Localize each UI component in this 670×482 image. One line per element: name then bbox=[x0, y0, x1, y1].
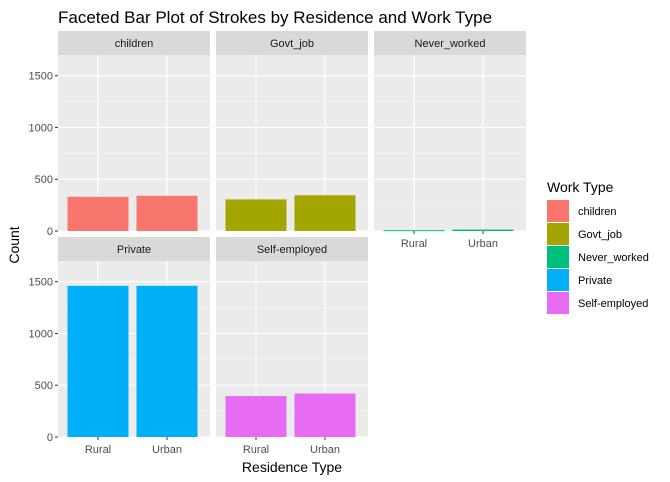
bar bbox=[294, 195, 356, 231]
facet-panels: children 0 500 1000 1500 Govt_job Never_worked… bbox=[29, 31, 526, 444]
legend-swatch bbox=[547, 200, 569, 222]
x-axis-ticks: Rural Urban Rural Urban Rural Urban bbox=[85, 231, 498, 456]
legend-label: children bbox=[578, 206, 617, 218]
bar bbox=[136, 195, 198, 231]
legend-swatch bbox=[547, 292, 569, 314]
legend-label: Govt_job bbox=[578, 229, 622, 241]
bar bbox=[294, 393, 356, 437]
facet-strip bbox=[216, 31, 368, 55]
bar bbox=[67, 285, 129, 437]
legend-swatch bbox=[547, 246, 569, 268]
x-tick-label: Urban bbox=[310, 444, 340, 456]
facet-strip-label: Private bbox=[117, 244, 151, 256]
facet-strip-label: Self-employed bbox=[257, 244, 327, 256]
legend-title: Work Type bbox=[547, 179, 614, 195]
legend-swatch bbox=[547, 223, 569, 245]
bar bbox=[452, 229, 514, 231]
bar bbox=[383, 230, 445, 232]
facet-strip bbox=[58, 31, 210, 55]
legend: Work Type children Govt_job Never_worked Pr… bbox=[547, 179, 649, 314]
bar bbox=[67, 196, 129, 231]
x-tick-label: Urban bbox=[152, 444, 182, 456]
y-tick-label: 0 bbox=[47, 226, 53, 238]
legend-label: Self-employed bbox=[578, 298, 648, 310]
legend-swatch bbox=[547, 269, 569, 291]
facet-panel: Private 0 500 1000 1500 bbox=[29, 237, 210, 444]
bar bbox=[225, 199, 287, 231]
y-tick-label: 1000 bbox=[29, 122, 53, 134]
bar bbox=[136, 285, 198, 437]
panel-background bbox=[374, 55, 526, 231]
y-tick-label: 1500 bbox=[29, 277, 53, 289]
legend-label: Never_worked bbox=[578, 252, 649, 264]
facet-panel: children 0 500 1000 1500 bbox=[29, 31, 210, 238]
bar bbox=[225, 396, 287, 437]
x-tick-label: Rural bbox=[85, 444, 111, 456]
x-tick-label: Rural bbox=[401, 238, 427, 250]
facet-strip-label: Never_worked bbox=[415, 38, 486, 50]
facet-strip-label: Govt_job bbox=[270, 38, 314, 50]
chart-title: Faceted Bar Plot of Strokes by Residence… bbox=[58, 8, 492, 27]
y-tick-label: 500 bbox=[35, 174, 53, 186]
y-tick-label: 0 bbox=[47, 432, 53, 444]
y-tick-label: 1500 bbox=[29, 71, 53, 83]
facet-strip bbox=[58, 237, 210, 261]
x-tick-label: Urban bbox=[468, 238, 498, 250]
x-axis-title: Residence Type bbox=[242, 459, 342, 475]
facet-strip bbox=[216, 237, 368, 261]
facet-panel: Govt_job bbox=[216, 31, 368, 232]
y-tick-label: 1000 bbox=[29, 328, 53, 340]
facet-strip-label: children bbox=[115, 38, 154, 50]
x-tick-label: Rural bbox=[243, 444, 269, 456]
facet-strip bbox=[374, 31, 526, 55]
y-tick-label: 500 bbox=[35, 380, 53, 392]
legend-label: Private bbox=[578, 275, 612, 287]
facet-panel: Never_worked bbox=[374, 31, 526, 232]
y-axis-title: Count bbox=[6, 226, 22, 263]
facet-panel: Self-employed bbox=[216, 237, 368, 438]
